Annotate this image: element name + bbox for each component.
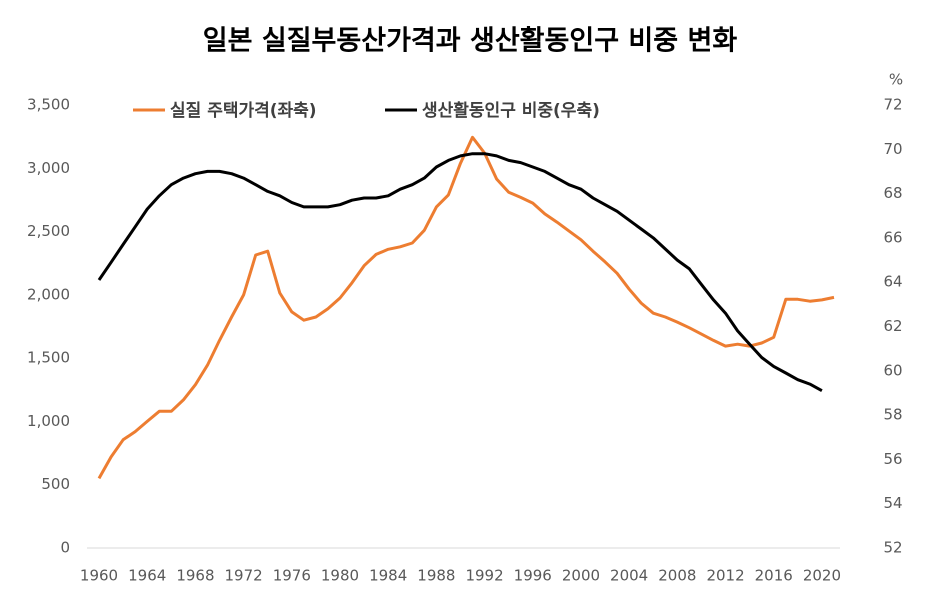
y2-tick-label: 58: [883, 406, 902, 424]
y2-tick-label: 64: [883, 273, 902, 291]
y2-tick-label: 70: [883, 140, 902, 158]
x-tick-label: 1964: [128, 567, 166, 585]
x-tick-label: 2012: [706, 567, 744, 585]
y2-tick-label: 54: [883, 494, 902, 512]
x-tick-label: 1980: [321, 567, 359, 585]
x-tick-label: 1960: [80, 567, 118, 585]
y2-tick-label: 72: [883, 96, 902, 114]
series-line: [97, 135, 835, 480]
x-tick-label: 1984: [369, 567, 407, 585]
x-tick-label: 2016: [755, 567, 793, 585]
x-tick-label: 2008: [658, 567, 696, 585]
y-tick-label: 3,500: [27, 96, 70, 114]
chart-title: 일본 실질부동산가격과 생산활동인구 비중 변화: [203, 26, 738, 57]
legend-label: 실질 주택가격(좌축): [170, 100, 317, 121]
y2-tick-label: 66: [883, 228, 902, 246]
y-tick-label: 0: [60, 539, 70, 557]
legend-label: 생산활동인구 비중(우축): [422, 100, 600, 121]
x-tick-label: 2000: [562, 567, 600, 585]
y-tick-label: 3,000: [27, 159, 70, 177]
y2-tick-label: 60: [883, 361, 902, 379]
x-tick-label: 1976: [273, 567, 311, 585]
y-tick-label: 500: [41, 475, 70, 493]
y-tick-label: 1,000: [27, 412, 70, 430]
y2-tick-label: 56: [883, 450, 902, 468]
series-line: [97, 152, 823, 393]
x-tick-label: 1996: [514, 567, 552, 585]
x-tick-label: 2004: [610, 567, 648, 585]
y-tick-label: 2,500: [27, 222, 70, 240]
x-tick-label: 1972: [225, 567, 263, 585]
x-tick-label: 1992: [465, 567, 503, 585]
y2-unit: %: [889, 71, 903, 89]
y-tick-label: 1,500: [27, 349, 70, 367]
y2-tick-label: 62: [883, 317, 902, 335]
y-tick-label: 2,000: [27, 285, 70, 303]
y2-tick-label: 68: [883, 184, 902, 202]
x-tick-label: 2020: [803, 567, 841, 585]
x-tick-label: 1968: [176, 567, 214, 585]
x-tick-label: 1988: [417, 567, 455, 585]
y2-tick-label: 52: [883, 539, 902, 557]
